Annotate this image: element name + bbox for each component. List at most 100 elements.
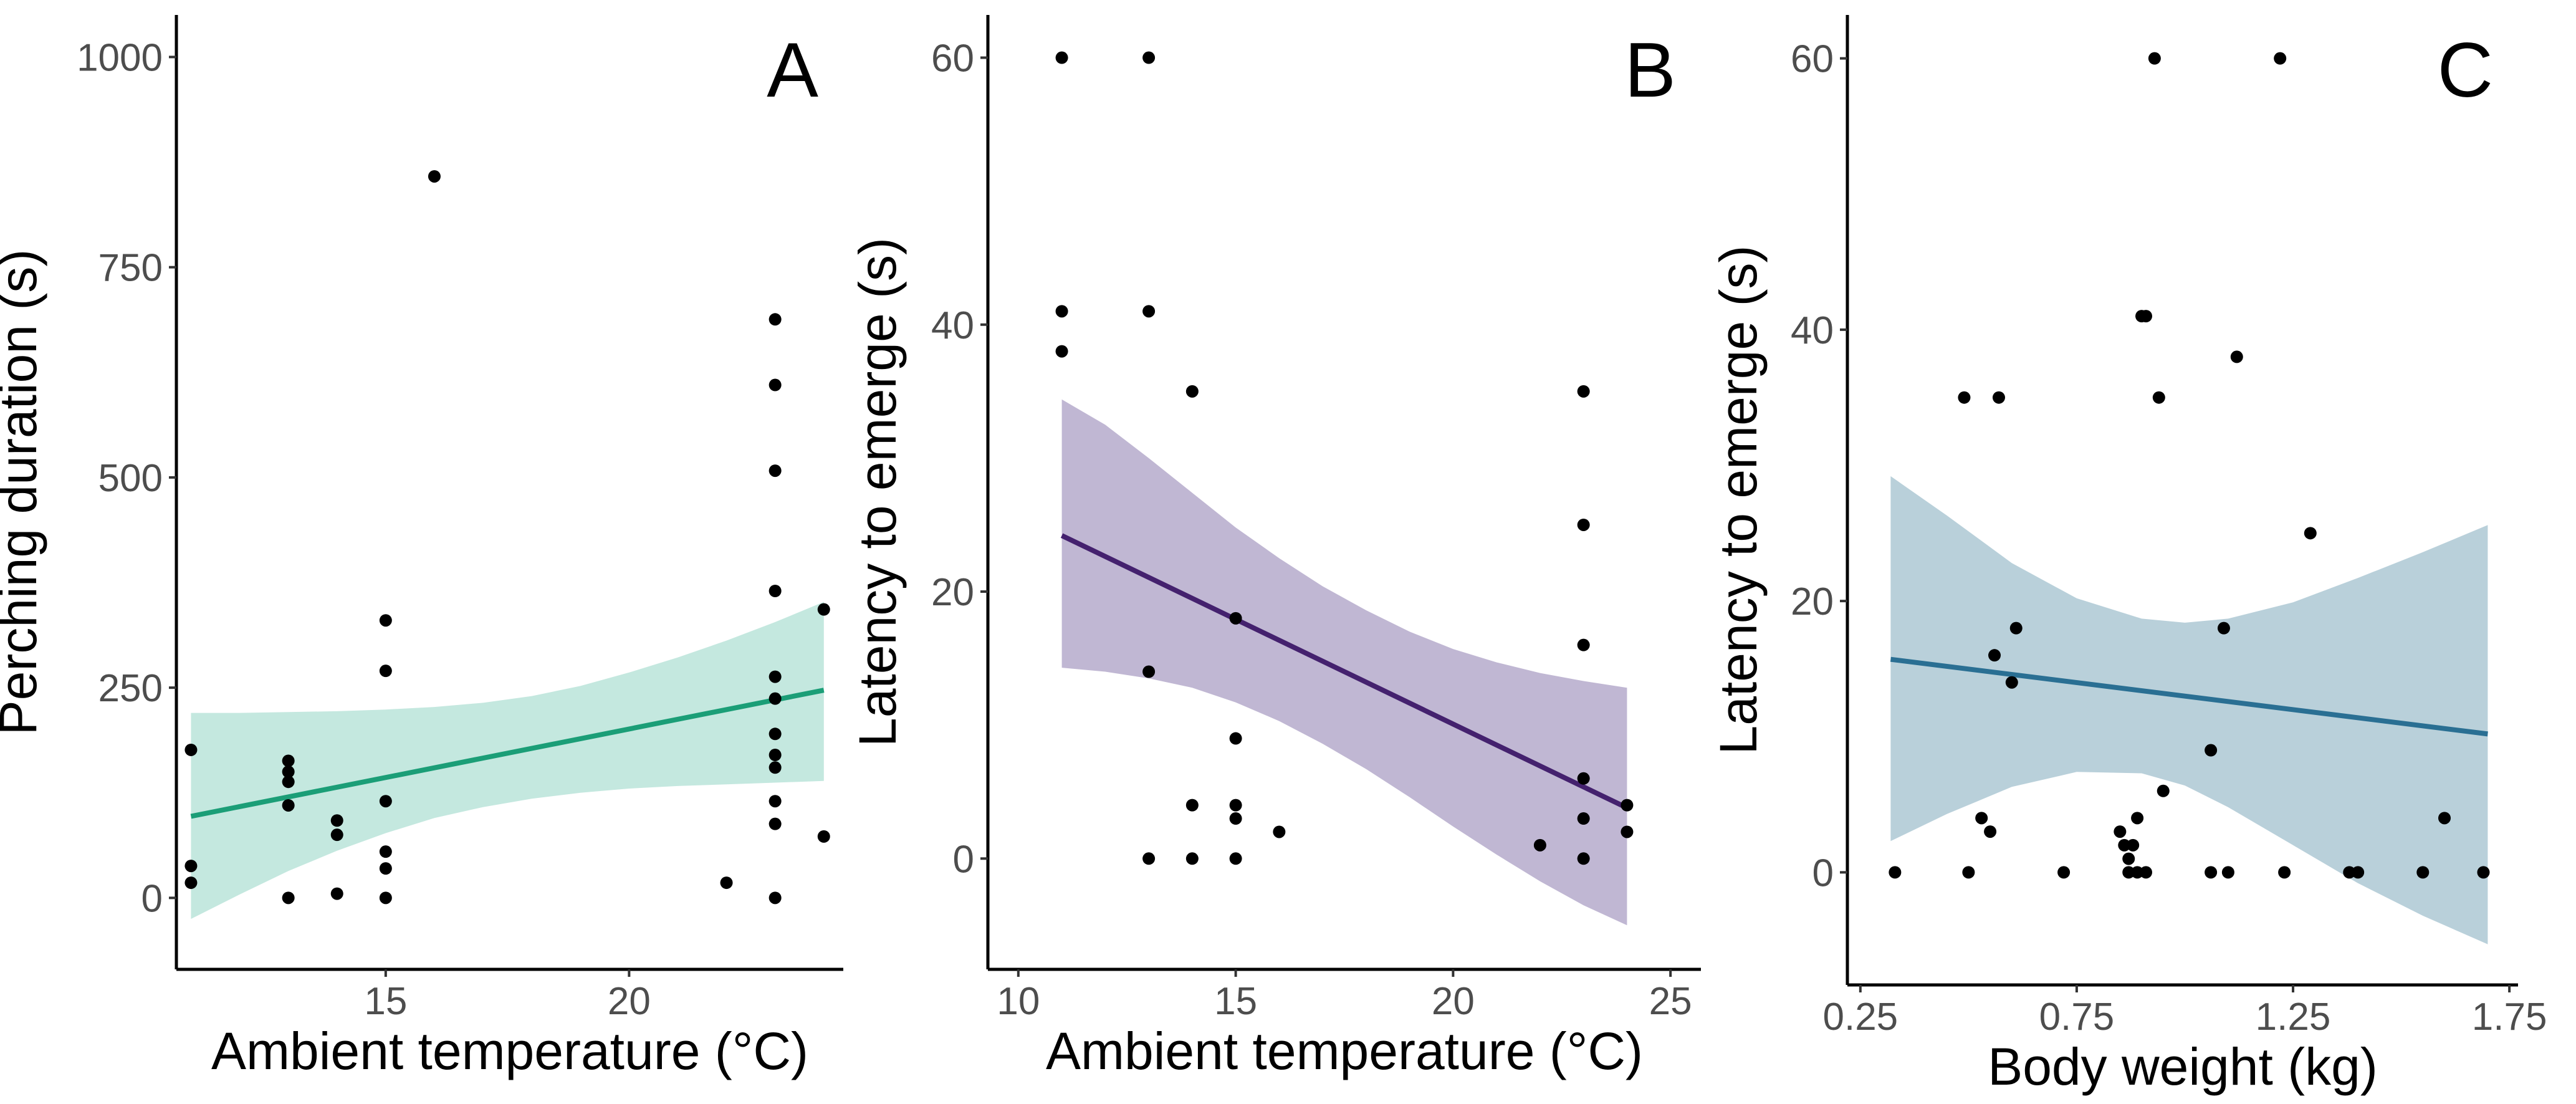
data-point: [1229, 732, 1242, 745]
data-point: [379, 665, 392, 678]
data-point: [2205, 744, 2218, 757]
data-point: [768, 891, 782, 905]
data-point: [2221, 866, 2234, 879]
data-point: [768, 749, 782, 762]
data-point: [330, 828, 343, 842]
data-point: [1142, 51, 1156, 64]
data-point: [1577, 852, 1590, 865]
data-point: [2304, 527, 2317, 540]
data-point: [2416, 866, 2430, 879]
data-point: [1577, 638, 1590, 651]
data-point: [2009, 622, 2023, 635]
data-point: [282, 775, 295, 789]
x-tick-label: 10: [997, 980, 1040, 1023]
data-point: [2217, 622, 2230, 635]
data-point: [379, 795, 392, 808]
data-point: [282, 766, 295, 779]
data-point: [1975, 812, 1988, 825]
data-point: [768, 817, 782, 830]
x-tick-label: 15: [364, 980, 407, 1023]
y-tick-label: 0: [141, 877, 163, 920]
data-point: [1577, 812, 1590, 825]
data-point: [330, 887, 343, 900]
x-tick-label: 15: [1214, 980, 1257, 1023]
data-point: [768, 670, 782, 683]
data-point: [1055, 51, 1068, 64]
data-point: [768, 464, 782, 478]
data-point: [282, 754, 295, 767]
data-point: [1577, 385, 1590, 398]
data-point: [2139, 866, 2152, 879]
x-tick-label: 0.25: [1822, 996, 1898, 1039]
confidence-band: [1061, 399, 1627, 926]
data-point: [2131, 866, 2144, 879]
x-tick-label: 1.25: [2256, 996, 2331, 1039]
data-point: [768, 313, 782, 326]
regression-line: [1890, 656, 2488, 737]
data-point: [2139, 310, 2152, 323]
data-point: [2438, 812, 2451, 825]
y-tick-label: 20: [1791, 580, 1834, 623]
data-point: [282, 799, 295, 812]
data-point: [1142, 665, 1156, 678]
regression-line: [190, 688, 825, 819]
data-point: [1889, 866, 1902, 879]
data-point: [1229, 812, 1242, 825]
data-point: [2005, 676, 2018, 689]
data-point: [768, 692, 782, 705]
y-tick-label: 500: [98, 457, 163, 500]
data-point: [2352, 866, 2365, 879]
x-axis-title: Ambient temperature (°C): [1046, 1022, 1643, 1080]
data-point: [1055, 305, 1068, 318]
x-tick-label: 0.75: [2039, 996, 2115, 1039]
x-tick-label: 25: [1649, 980, 1692, 1023]
data-point: [720, 876, 733, 890]
data-point: [1988, 649, 2001, 662]
data-point: [768, 378, 782, 391]
data-point: [1142, 305, 1156, 318]
data-point: [1621, 799, 1634, 812]
x-tick-label: 20: [1432, 980, 1475, 1023]
y-tick-label: 40: [931, 304, 974, 347]
data-point: [2122, 852, 2135, 865]
y-tick-label: 0: [1812, 852, 1834, 895]
y-tick-label: 0: [953, 838, 974, 881]
x-axis-title: Ambient temperature (°C): [211, 1022, 808, 1080]
data-point: [2118, 838, 2131, 852]
data-point: [1984, 825, 1997, 838]
x-tick-label: 20: [608, 980, 651, 1023]
confidence-band: [191, 602, 824, 919]
data-point: [2114, 825, 2127, 838]
panel-label: A: [767, 27, 818, 113]
data-point: [2205, 866, 2218, 879]
data-point: [2230, 350, 2243, 363]
data-point: [379, 891, 392, 905]
panel-label: C: [2437, 27, 2493, 113]
y-tick-label: 750: [98, 247, 163, 290]
data-point: [1185, 799, 1199, 812]
data-point: [1577, 772, 1590, 785]
data-point: [379, 845, 392, 858]
data-point: [1533, 838, 1546, 852]
y-axis-title: Latency to emerge (s): [1709, 245, 1768, 754]
data-point: [2057, 866, 2071, 879]
data-point: [2127, 838, 2140, 852]
data-point: [428, 170, 441, 183]
data-point: [768, 761, 782, 774]
regression-line: [1060, 533, 1629, 810]
panel-c: 0 20 40 60 0.25 0.75 1.25 1.75 Body weight (kg) L…: [1709, 15, 2547, 1096]
data-point: [1229, 852, 1242, 865]
confidence-band: [1890, 476, 2488, 944]
data-point: [2274, 52, 2287, 65]
data-point: [282, 891, 295, 905]
data-point: [1621, 825, 1634, 838]
y-tick-label: 20: [931, 571, 974, 614]
data-point: [379, 614, 392, 627]
data-point: [1577, 518, 1590, 531]
data-point: [184, 743, 198, 756]
data-point: [768, 727, 782, 741]
y-tick-label: 250: [98, 667, 163, 710]
y-tick-label: 60: [931, 37, 974, 80]
